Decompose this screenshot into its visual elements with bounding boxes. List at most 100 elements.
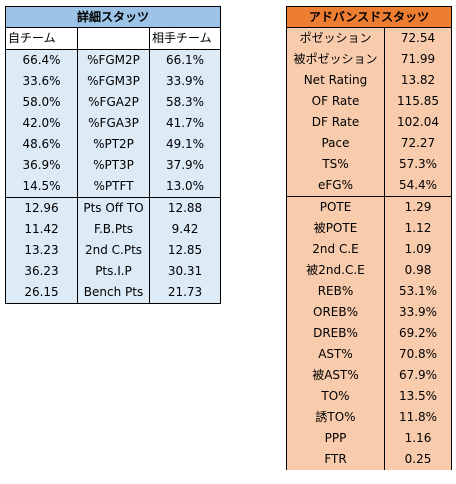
- table-row: 被ポゼッション 71.99: [286, 49, 452, 70]
- stat-label: 被AST%: [286, 365, 385, 386]
- table-row: 11.42 F.B.Pts 9.42: [5, 219, 222, 240]
- own-value: 26.15: [5, 282, 78, 304]
- table-row: 66.4% %FGM2P 66.1%: [5, 49, 222, 71]
- stat-value: 1.16: [384, 428, 452, 449]
- stat-value: 1.09: [384, 239, 452, 260]
- detailed-stats-table: 詳細スタッツ 自チーム 相手チーム 66.4% %FGM2P 66.1% 33.6%…: [4, 6, 222, 304]
- metric-label: Pts.I.P: [77, 261, 150, 282]
- detailed-stats-title: 詳細スタッツ: [4, 6, 222, 28]
- stat-value: 0.25: [384, 449, 452, 470]
- table-row: 36.9% %PT3P 37.9%: [5, 155, 222, 176]
- table-row: 58.0% %FGA2P 58.3%: [5, 92, 222, 113]
- stat-label: DF Rate: [286, 112, 385, 133]
- stat-label: POTE: [286, 196, 385, 218]
- own-value: 11.42: [5, 219, 78, 240]
- stat-value: 57.3%: [384, 154, 452, 175]
- table-row: ポゼッション 72.54: [286, 27, 452, 49]
- own-value: 33.6%: [5, 71, 78, 92]
- table-row: 13.23 2nd C.Pts 12.85: [5, 240, 222, 261]
- table-row: 被POTE 1.12: [286, 218, 452, 239]
- own-value: 14.5%: [5, 176, 78, 198]
- opp-value: 37.9%: [148, 155, 222, 176]
- table-row: DREB% 69.2%: [286, 323, 452, 344]
- stat-label: eFG%: [286, 175, 385, 197]
- stat-label: TS%: [286, 154, 385, 175]
- metric-label: F.B.Pts: [77, 219, 150, 240]
- table-row: AST% 70.8%: [286, 344, 452, 365]
- table-row: 33.6% %FGM3P 33.9%: [5, 71, 222, 92]
- stat-label: AST%: [286, 344, 385, 365]
- table-row: Pace 72.27: [286, 133, 452, 154]
- own-value: 13.23: [5, 240, 78, 261]
- opp-value: 66.1%: [148, 49, 222, 71]
- table-row: Net Rating 13.82: [286, 70, 452, 91]
- table-row: 被2nd.C.E 0.98: [286, 260, 452, 281]
- stat-label: 2nd C.E: [286, 239, 385, 260]
- metric-label: Bench Pts: [77, 282, 150, 304]
- advanced-stats-title: アドバンスドスタッツ: [286, 6, 452, 28]
- table-row: 26.15 Bench Pts 21.73: [5, 282, 222, 304]
- table-row: OREB% 33.9%: [286, 302, 452, 323]
- opp-value: 21.73: [148, 282, 222, 304]
- table-row: POTE 1.29: [286, 196, 452, 218]
- stat-value: 11.8%: [384, 407, 452, 428]
- stat-label: REB%: [286, 281, 385, 302]
- opp-value: 13.0%: [148, 176, 222, 198]
- stat-value: 67.9%: [384, 365, 452, 386]
- table-row: OF Rate 115.85: [286, 91, 452, 112]
- table-row: 48.6% %PT2P 49.1%: [5, 134, 222, 155]
- opp-value: 9.42: [148, 219, 222, 240]
- stat-value: 71.99: [384, 49, 452, 70]
- own-value: 12.96: [5, 197, 78, 219]
- metric-label: %FGM3P: [77, 71, 150, 92]
- own-value: 48.6%: [5, 134, 78, 155]
- opponent-team-header: 相手チーム: [148, 27, 222, 50]
- stat-value: 70.8%: [384, 344, 452, 365]
- stat-value: 0.98: [384, 260, 452, 281]
- stat-label: Net Rating: [286, 70, 385, 91]
- stat-label: OREB%: [286, 302, 385, 323]
- own-value: 66.4%: [5, 49, 78, 71]
- stat-value: 69.2%: [384, 323, 452, 344]
- stat-label: FTR: [286, 449, 385, 470]
- stat-value: 13.5%: [384, 386, 452, 407]
- metric-label: 2nd C.Pts: [77, 240, 150, 261]
- own-team-header: 自チーム: [5, 27, 78, 50]
- stat-value: 72.27: [384, 133, 452, 154]
- table-row: PPP 1.16: [286, 428, 452, 449]
- table-row: eFG% 54.4%: [286, 175, 452, 197]
- stat-label: 被ポゼッション: [286, 49, 385, 70]
- opp-value: 49.1%: [148, 134, 222, 155]
- metric-label: Pts Off TO: [77, 197, 150, 219]
- stat-label: 誘TO%: [286, 407, 385, 428]
- stat-label: DREB%: [286, 323, 385, 344]
- stat-value: 13.82: [384, 70, 452, 91]
- metric-label: %PT3P: [77, 155, 150, 176]
- own-value: 36.9%: [5, 155, 78, 176]
- table-row: 12.96 Pts Off TO 12.88: [5, 197, 222, 219]
- table-row: TS% 57.3%: [286, 154, 452, 175]
- stat-value: 72.54: [384, 27, 452, 49]
- metric-label: %PT2P: [77, 134, 150, 155]
- table-row: 被AST% 67.9%: [286, 365, 452, 386]
- stat-label: ポゼッション: [286, 27, 385, 49]
- stat-label: 被2nd.C.E: [286, 260, 385, 281]
- metric-label: %FGM2P: [77, 49, 150, 71]
- table-row: 42.0% %FGA3P 41.7%: [5, 113, 222, 134]
- stat-label: TO%: [286, 386, 385, 407]
- metric-header: [77, 27, 150, 50]
- stat-label: Pace: [286, 133, 385, 154]
- opp-value: 33.9%: [148, 71, 222, 92]
- opp-value: 58.3%: [148, 92, 222, 113]
- table-row: REB% 53.1%: [286, 281, 452, 302]
- table-row: 14.5% %PTFT 13.0%: [5, 176, 222, 198]
- stat-value: 1.29: [384, 196, 452, 218]
- own-value: 58.0%: [5, 92, 78, 113]
- opp-value: 41.7%: [148, 113, 222, 134]
- opp-value: 30.31: [148, 261, 222, 282]
- metric-label: %FGA3P: [77, 113, 150, 134]
- advanced-stats-table: アドバンスドスタッツ ポゼッション 72.54 被ポゼッション 71.99 Net …: [286, 6, 452, 470]
- table-row: TO% 13.5%: [286, 386, 452, 407]
- stat-value: 115.85: [384, 91, 452, 112]
- stat-label: OF Rate: [286, 91, 385, 112]
